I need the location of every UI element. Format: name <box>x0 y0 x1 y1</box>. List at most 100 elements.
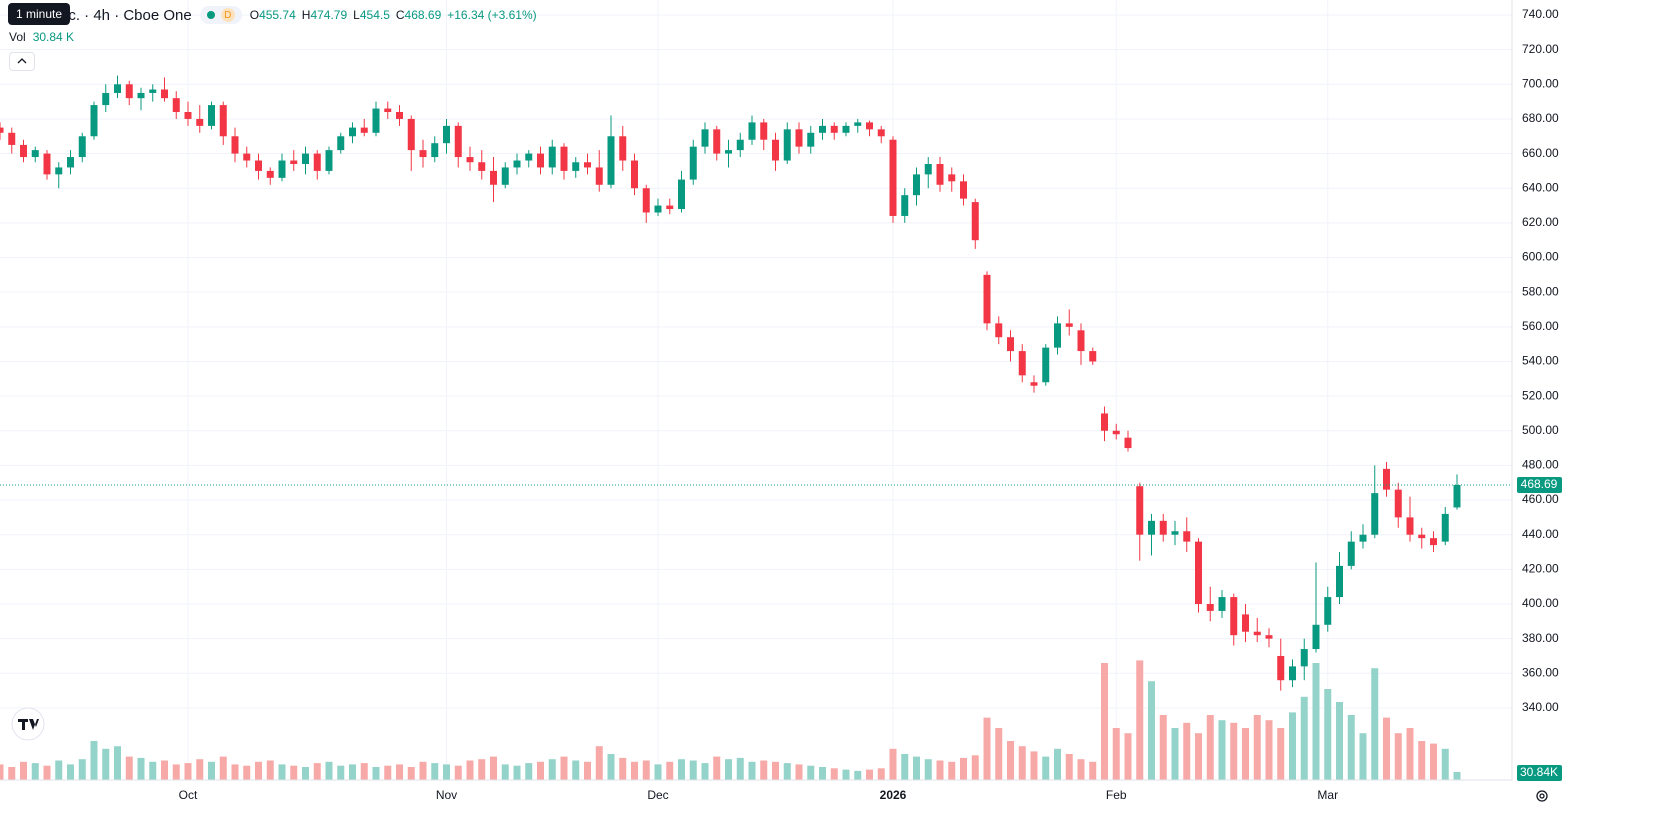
candle-body <box>172 98 180 113</box>
candle-body <box>513 160 521 168</box>
candle-body <box>607 136 615 185</box>
candle-body <box>114 84 121 93</box>
volume-bar <box>537 761 544 780</box>
candle-body <box>584 162 591 168</box>
candle-body <box>819 125 826 133</box>
volume-bar <box>1289 712 1296 780</box>
x-tick-label: Nov <box>436 788 457 802</box>
volume-bar <box>231 764 239 780</box>
volume-bar <box>490 756 497 780</box>
candle-body <box>1065 323 1073 327</box>
candle-body <box>454 125 462 158</box>
candle-body <box>748 122 756 140</box>
volume-bar <box>1077 759 1085 780</box>
volume-bar <box>1277 728 1285 780</box>
candle-body <box>0 127 4 133</box>
volume-bar <box>0 764 4 780</box>
volume-bar <box>313 763 321 780</box>
volume-bar <box>924 759 932 780</box>
volume-bar <box>302 767 309 780</box>
x-tick-label: Mar <box>1317 788 1338 802</box>
status-badge[interactable]: D <box>199 6 242 24</box>
volume-bar <box>854 770 862 780</box>
candle-body <box>1289 666 1296 681</box>
candle-body <box>55 167 63 175</box>
y-tick-label: 520.00 <box>1522 388 1559 402</box>
candle-body <box>736 139 744 151</box>
volume-bar <box>736 757 744 780</box>
y-tick-label: 580.00 <box>1522 284 1559 298</box>
volume-bar <box>783 763 791 780</box>
symbol-title: nc. · 4h · Cboe One <box>60 6 192 24</box>
volume-bar <box>595 746 603 780</box>
volume-bar <box>619 757 627 780</box>
candle-body <box>1359 534 1367 542</box>
candle-body <box>490 170 497 185</box>
candle-body <box>1242 614 1249 632</box>
price-label: 468.69 <box>1521 477 1558 491</box>
volume-bar <box>243 765 251 780</box>
volume-bar <box>219 756 227 780</box>
logo <box>11 707 45 741</box>
volume-bar <box>466 760 474 780</box>
volume-bar <box>830 768 838 780</box>
volume-bar <box>1383 717 1390 780</box>
volume-bar <box>8 767 16 780</box>
volume-bar <box>1430 743 1437 780</box>
volume-bar <box>1218 720 1226 780</box>
label: Vol <box>9 30 26 44</box>
volume-bar <box>1112 728 1120 780</box>
x-tick-label: Oct <box>179 788 198 802</box>
settings-icon[interactable] <box>1536 790 1548 802</box>
candle-body <box>255 160 262 171</box>
volume-bar <box>701 763 709 780</box>
volume-bar <box>161 760 168 780</box>
volume-bar <box>654 764 662 780</box>
volume-bar <box>67 764 74 780</box>
volume-bar <box>995 728 1003 780</box>
candle-body <box>971 202 979 241</box>
candle-body <box>466 157 474 163</box>
volume-bar <box>31 763 39 780</box>
candle-body <box>43 153 51 175</box>
candle-body <box>1418 534 1426 539</box>
candle-body <box>642 188 650 213</box>
candle-body <box>337 136 345 151</box>
volume-bar <box>78 759 86 780</box>
candle-body <box>666 205 674 210</box>
y-tick-label: 600.00 <box>1522 250 1559 264</box>
volume-bar <box>125 756 133 780</box>
candle-body <box>1101 413 1108 431</box>
volume-bar <box>866 769 873 780</box>
candle-body <box>243 153 251 161</box>
value: 454.5 <box>359 8 390 22</box>
candle-body <box>1183 531 1191 542</box>
y-tick-label: 380.00 <box>1522 631 1559 645</box>
collapse-button[interactable] <box>9 52 35 71</box>
x-tick-label: Dec <box>647 788 668 802</box>
candle-body <box>1206 603 1214 611</box>
volume-bar <box>631 761 638 780</box>
candle-body <box>995 323 1003 338</box>
candle-body <box>960 181 967 199</box>
volume-bar <box>807 765 815 780</box>
candle-body <box>1089 351 1097 362</box>
change: +16.34 (+3.61%) <box>447 8 537 22</box>
volume-bar <box>337 765 345 780</box>
volume-bar <box>1101 663 1108 780</box>
candle-body <box>548 146 556 168</box>
label: H <box>301 8 311 22</box>
volume-bar <box>360 763 368 780</box>
volume-bar <box>172 764 180 780</box>
volume-bar <box>266 760 274 780</box>
volume-bar <box>1148 681 1155 780</box>
volume-bar <box>419 761 427 780</box>
volume-bar <box>55 760 63 780</box>
volume-bar <box>1406 728 1414 780</box>
candle-body <box>560 146 568 171</box>
volume-bar <box>983 717 991 780</box>
volume-bar <box>149 761 157 780</box>
candle-body <box>572 162 580 171</box>
y-tick-label: 640.00 <box>1522 180 1559 194</box>
volume-bar <box>1242 728 1249 780</box>
